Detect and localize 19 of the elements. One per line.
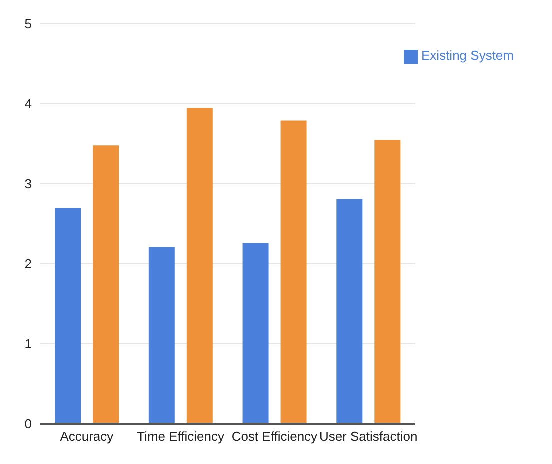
- y-tick-label: 5: [24, 16, 32, 32]
- y-tick-label: 1: [24, 336, 32, 352]
- y-tick-label: 4: [24, 96, 32, 112]
- legend-label: Existing System: [422, 48, 514, 63]
- x-tick-label: Accuracy: [60, 429, 114, 444]
- bar: [186, 108, 213, 424]
- bar: [336, 199, 363, 424]
- x-tick-label: Time Efficiency: [137, 429, 226, 444]
- y-tick-label: 0: [24, 416, 32, 432]
- bar: [55, 208, 82, 424]
- y-tick-label: 3: [24, 176, 32, 192]
- x-tick-label: User Satisfaction: [319, 429, 418, 444]
- y-tick-label: 2: [24, 256, 32, 272]
- bar: [148, 247, 175, 424]
- bar: [242, 243, 269, 424]
- bar: [93, 146, 120, 424]
- x-tick-label: Cost Efficiency: [232, 429, 318, 444]
- bar: [280, 120, 307, 424]
- bar: [374, 140, 401, 424]
